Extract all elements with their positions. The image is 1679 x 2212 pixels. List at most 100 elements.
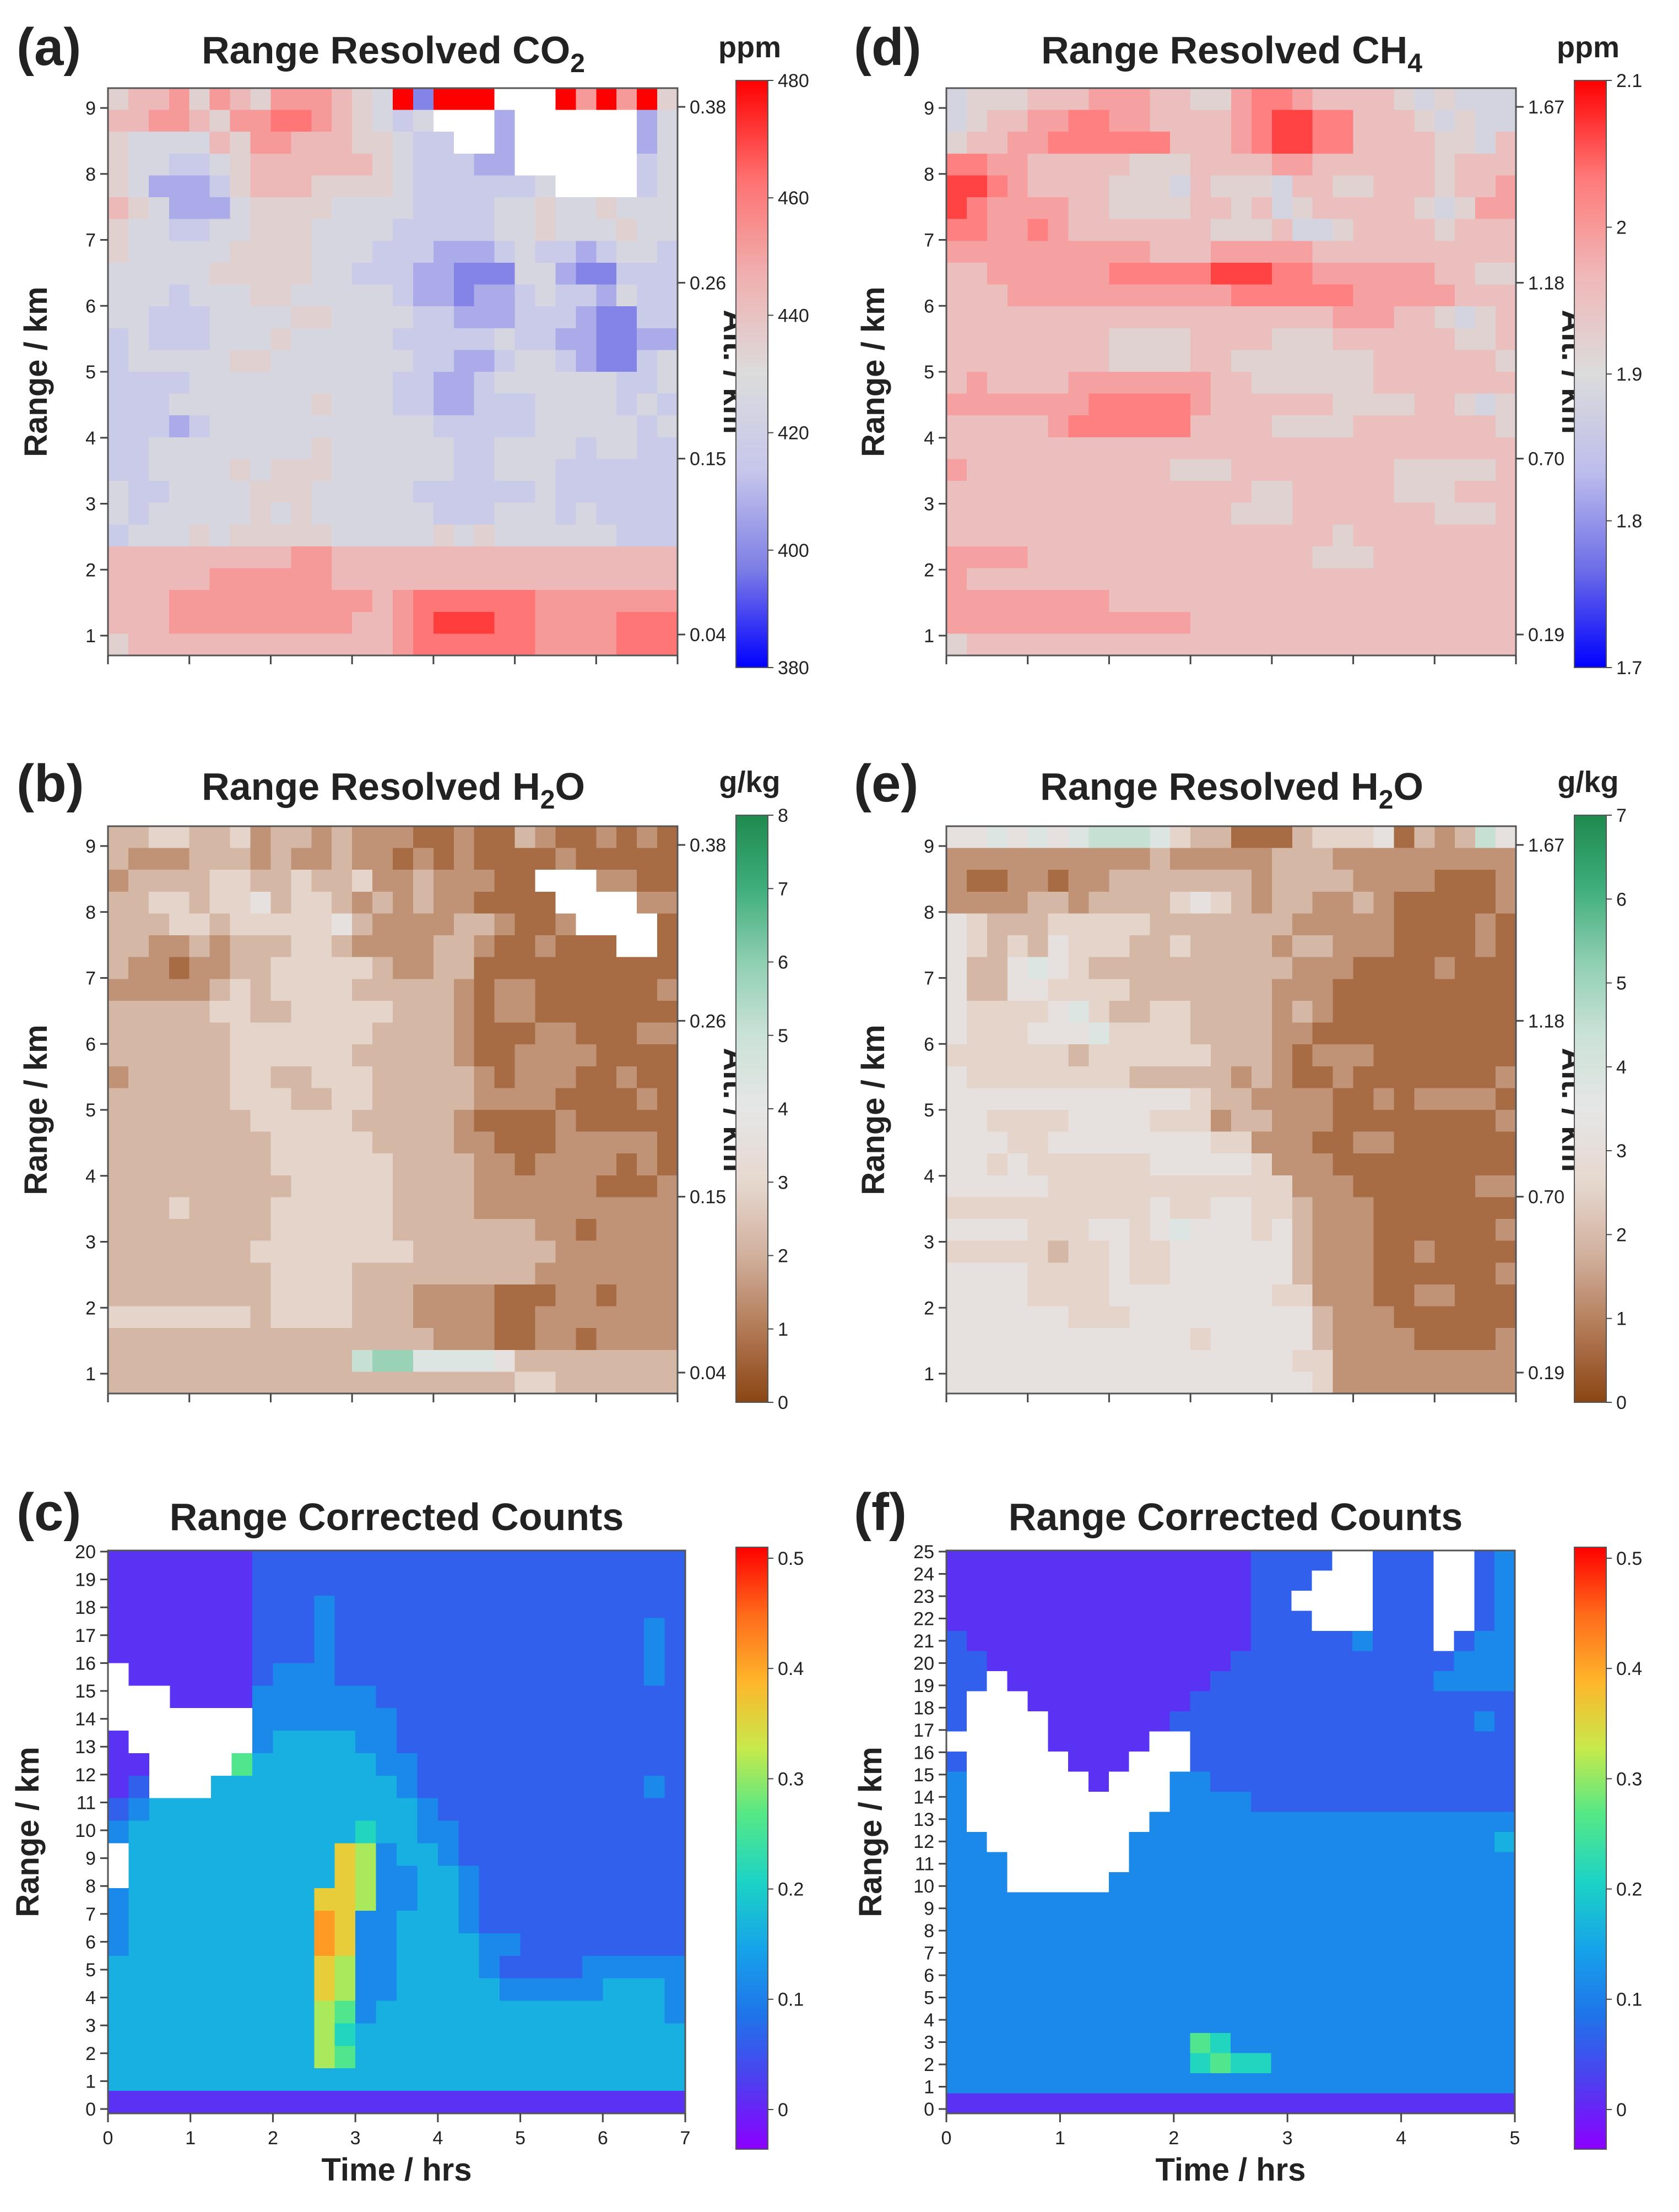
heatmap-cell (1007, 633, 1028, 656)
heatmap-cell (1210, 1993, 1231, 2014)
heatmap-cell (355, 1550, 377, 1574)
heatmap-cell (1292, 481, 1313, 503)
heatmap-cell (1007, 870, 1028, 892)
heatmap-cell (1251, 284, 1272, 307)
heatmap-cell (1231, 1812, 1252, 1833)
heatmap-cell (209, 1175, 231, 1198)
heatmap-cell (1333, 1306, 1354, 1329)
heatmap-cell (1496, 524, 1516, 547)
heatmap-cell (352, 262, 373, 285)
heatmap-cell (1333, 175, 1354, 198)
heatmap-cell (535, 350, 556, 372)
heatmap-cell (1068, 1000, 1090, 1023)
heatmap-cell (1108, 1832, 1130, 1853)
heatmap-cell (108, 1153, 129, 1176)
heatmap-cell (1474, 1550, 1495, 1571)
heatmap-cell (987, 1110, 1008, 1132)
heatmap-cell (273, 1978, 294, 2002)
heatmap-cell (108, 502, 129, 525)
heatmap-cell (1455, 1328, 1476, 1351)
heatmap-cell (1373, 1872, 1394, 1893)
heatmap-cell (1292, 372, 1313, 394)
y-tick-label: 7 (85, 1904, 96, 1925)
heatmap-cell (644, 2068, 665, 2091)
heatmap-cell (1455, 1219, 1476, 1241)
heatmap-cell (397, 1888, 418, 1911)
heatmap-cell (966, 306, 988, 329)
heatmap-cell (1475, 891, 1496, 914)
heatmap-cell (148, 175, 170, 198)
heatmap-cell (352, 1022, 373, 1045)
heatmap-cell (189, 1175, 210, 1198)
heatmap-cell (311, 1066, 333, 1089)
heatmap-cell (1353, 153, 1374, 176)
heatmap-cell (494, 1066, 516, 1089)
heatmap-cell (1414, 848, 1436, 871)
heatmap-cell (1251, 957, 1272, 980)
heatmap-cell (1048, 2073, 1069, 2094)
heatmap-cell (372, 1349, 393, 1373)
heatmap-cell (1129, 306, 1151, 329)
heatmap-cell (1231, 1175, 1252, 1198)
heatmap-cell (1312, 1953, 1333, 1974)
y-tick-label: 1 (85, 2071, 96, 2092)
heatmap-cell (1292, 1175, 1313, 1198)
heatmap-cell (657, 393, 678, 416)
heatmap-cell (250, 110, 272, 133)
heatmap-cell (1494, 1631, 1515, 1652)
y-tick-label: 2 (85, 560, 96, 581)
heatmap-cell (1068, 241, 1090, 263)
heatmap-cell (987, 633, 1008, 656)
heatmap-cell (1169, 1691, 1191, 1712)
heatmap-cell (664, 1888, 686, 1911)
heatmap-cell (514, 979, 536, 1001)
heatmap-cell (561, 1595, 583, 1619)
heatmap-cell (453, 1240, 475, 1264)
heatmap-cell (1394, 1328, 1415, 1351)
heatmap-cell (189, 110, 210, 133)
heatmap-cell (603, 1550, 624, 1574)
heatmap-cell (474, 1066, 495, 1089)
heatmap-cell (1454, 1570, 1475, 1591)
heatmap-cell (108, 1328, 129, 1351)
heatmap-cell (1169, 1972, 1191, 1993)
heatmap-cell (108, 1175, 129, 1198)
heatmap-cell (1251, 88, 1272, 111)
heatmap-cell (169, 979, 190, 1001)
heatmap-cell (987, 1852, 1008, 1873)
heatmap-cell (1211, 524, 1232, 547)
heatmap-cell (946, 1631, 967, 1652)
heatmap-cell (149, 2091, 171, 2114)
heatmap-cell (1068, 1631, 1089, 1652)
heatmap-cell (1353, 935, 1374, 958)
heatmap-cell (1292, 1371, 1313, 1394)
heatmap-cell (576, 1349, 597, 1373)
heatmap-cell (1088, 262, 1110, 285)
heatmap-cell (128, 262, 149, 285)
heatmap-cell (352, 350, 373, 372)
heatmap-cell (616, 1066, 637, 1089)
heatmap-cell (433, 826, 454, 849)
heatmap-cell (293, 1820, 315, 1844)
heatmap-cell (1231, 1371, 1252, 1394)
heatmap-cell (1170, 1197, 1191, 1219)
heatmap-cell (576, 306, 597, 329)
heatmap-cell (352, 88, 373, 111)
colorbar-tick-label: 0.2 (778, 1879, 804, 1900)
heatmap-cell (946, 1812, 967, 1833)
heatmap-cell (1088, 2013, 1109, 2034)
heatmap-cell (148, 132, 170, 154)
heatmap-cell (352, 1328, 373, 1351)
heatmap-cell (209, 633, 231, 656)
heatmap-cell (1150, 1110, 1171, 1132)
heatmap-cell (250, 1022, 272, 1045)
heatmap-cell (946, 241, 967, 263)
heatmap-cell (637, 1284, 658, 1307)
heatmap-cell (1048, 2053, 1069, 2074)
heatmap-cell (1231, 481, 1252, 503)
heatmap-cell (1027, 848, 1049, 871)
y-tick-label: 5 (924, 1100, 934, 1121)
heatmap-cell (108, 935, 129, 958)
heatmap-cell (664, 1753, 686, 1776)
